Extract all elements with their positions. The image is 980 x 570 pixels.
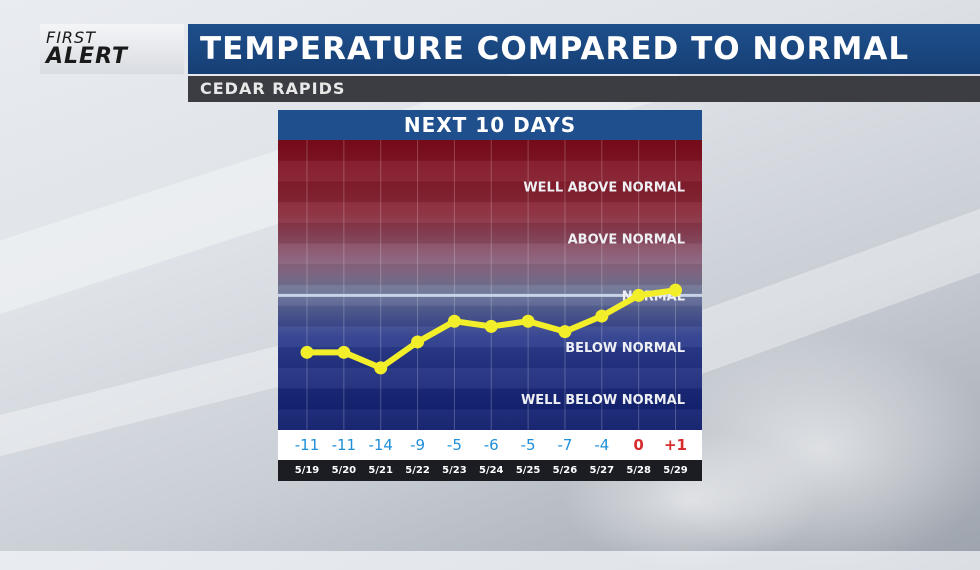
zone-label: WELL BELOW NORMAL <box>521 393 685 408</box>
logo-line-1: FIRST <box>46 28 96 47</box>
zone-bands <box>278 140 702 430</box>
zone-band <box>278 202 702 223</box>
value-label: -11 <box>294 436 320 454</box>
zone-band <box>278 409 702 430</box>
value-label: -4 <box>594 436 610 454</box>
data-point <box>484 319 498 333</box>
zone-band <box>278 326 702 348</box>
value-label: -11 <box>331 436 357 454</box>
zone-band <box>278 388 702 410</box>
value-label: -9 <box>410 436 426 454</box>
logo-line-2: ALERT <box>46 44 129 69</box>
date-label: 5/22 <box>405 465 430 476</box>
zone-band <box>278 222 702 244</box>
value-label: +1 <box>663 436 687 454</box>
data-point <box>411 335 425 349</box>
location-label: CEDAR RAPIDS <box>188 76 980 102</box>
series-points <box>300 283 682 375</box>
date-label: 5/29 <box>663 465 688 476</box>
date-label: 5/25 <box>515 465 541 476</box>
date-label: 5/27 <box>589 465 615 476</box>
data-point <box>337 345 351 359</box>
date-label: 5/28 <box>626 465 651 476</box>
value-label: -5 <box>446 436 462 454</box>
zone-band <box>278 264 702 285</box>
first-alert-logo: FIRST ALERT <box>40 24 184 74</box>
data-point <box>300 345 314 359</box>
date-label: 5/19 <box>294 465 320 476</box>
value-label: -5 <box>520 436 536 454</box>
date-label: 5/23 <box>442 465 467 476</box>
zone-label: WELL ABOVE NORMAL <box>523 181 685 196</box>
zone-label: BELOW NORMAL <box>565 341 685 356</box>
value-label: -6 <box>483 436 499 454</box>
data-point <box>521 314 535 328</box>
date-label: 5/20 <box>331 465 357 476</box>
zone-band <box>278 160 702 182</box>
data-point <box>669 283 682 297</box>
zone-band <box>278 140 702 161</box>
chart-panel: NEXT 10 DAYS WELL ABOVE NORMAL ABOVE NORM… <box>278 110 702 481</box>
value-label-row: -11 -11 -14 -9 -5 -6 -5 -7 -4 0 +1 <box>278 433 702 457</box>
data-point <box>558 325 572 339</box>
page-title: TEMPERATURE COMPARED TO NORMAL <box>188 24 980 74</box>
value-label: -14 <box>368 436 393 454</box>
date-label: 5/24 <box>478 465 504 476</box>
date-label: 5/21 <box>368 465 393 476</box>
zone-band <box>278 181 702 203</box>
zone-label: ABOVE NORMAL <box>568 232 685 247</box>
date-label-row: 5/19 5/20 5/21 5/22 5/23 5/24 5/25 5/26 5/27 5/28… <box>278 460 702 481</box>
date-label: 5/26 <box>552 465 578 476</box>
value-label: -7 <box>557 436 573 454</box>
zone-band <box>278 243 702 265</box>
zone-background <box>278 140 702 430</box>
value-label: 0 <box>633 436 644 454</box>
data-point <box>447 314 461 328</box>
data-point <box>374 361 388 375</box>
chart-title: NEXT 10 DAYS <box>278 110 702 140</box>
data-point <box>595 309 609 323</box>
data-point <box>632 288 646 302</box>
